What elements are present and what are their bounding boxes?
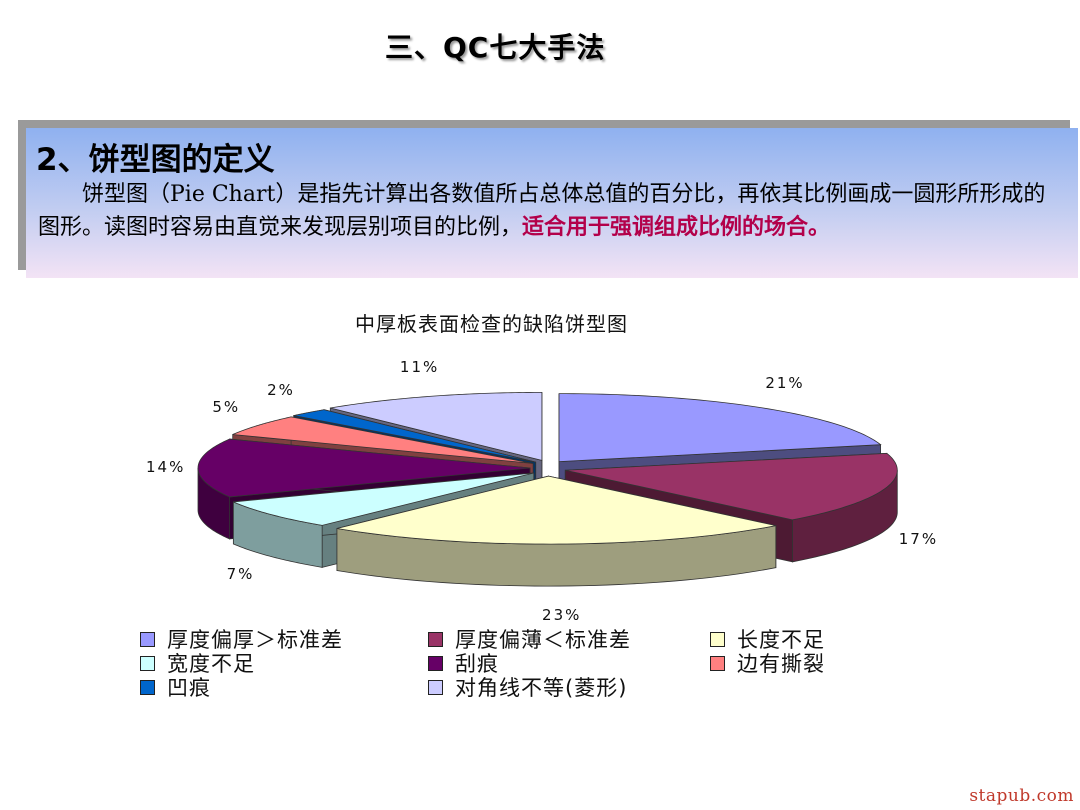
legend-swatch — [428, 655, 443, 671]
legend-item: 厚度偏厚＞标准差 — [140, 624, 343, 654]
legend-swatch — [428, 631, 443, 647]
watermark: stapub.com — [969, 786, 1074, 806]
legend-swatch — [710, 655, 725, 671]
pie-percent-label: 14% — [146, 458, 186, 476]
legend-item: 长度不足 — [710, 624, 825, 654]
legend-swatch — [140, 679, 155, 695]
chart-title: 中厚板表面检查的缺陷饼型图 — [355, 312, 628, 336]
legend-swatch — [428, 679, 443, 695]
legend-label: 厚度偏薄＜标准差 — [455, 628, 631, 652]
definition-highlight: 适合用于强调组成比例的场合。 — [522, 215, 831, 240]
definition-text: 饼型图（Pie Chart）是指先计算出各数值所占总体总值的百分比，再依其比例画… — [38, 182, 1046, 240]
definition-body: 饼型图（Pie Chart）是指先计算出各数值所占总体总值的百分比，再依其比例画… — [38, 178, 1048, 244]
pie-percent-label: 21% — [765, 374, 805, 393]
definition-heading: 2、饼型图的定义 — [36, 142, 275, 178]
legend-item: 边有撕裂 — [710, 648, 825, 678]
legend-label: 对角线不等(菱形) — [455, 676, 628, 700]
chart-legend: 厚度偏厚＞标准差 厚度偏薄＜标准差 长度不足宽度不足 刮痕 边有撕裂凹痕 对角线不等(菱形… — [140, 624, 900, 702]
legend-label: 边有撕裂 — [737, 652, 825, 676]
pie-percent-label: 11% — [399, 358, 440, 377]
legend-swatch — [710, 631, 725, 647]
legend-item: 宽度不足 — [140, 648, 255, 678]
legend-label: 厚度偏厚＞标准差 — [167, 628, 343, 652]
slide-title: 三、QC七大手法 — [385, 31, 606, 64]
legend-item: 刮痕 — [428, 648, 499, 678]
pie-slice — [336, 475, 777, 587]
legend-label: 凹痕 — [167, 676, 211, 700]
pie-percent-label: 7% — [226, 565, 255, 584]
pie-percent-label: 5% — [212, 398, 241, 417]
legend-swatch — [140, 631, 155, 647]
legend-label: 宽度不足 — [167, 652, 255, 676]
legend-item: 对角线不等(菱形) — [428, 672, 627, 702]
legend-label: 长度不足 — [737, 628, 825, 652]
pie-percent-label: 23% — [542, 606, 582, 625]
pie-percent-label: 2% — [267, 380, 295, 399]
legend-label: 刮痕 — [455, 652, 499, 676]
legend-item: 凹痕 — [140, 672, 211, 702]
legend-swatch — [140, 655, 155, 671]
pie-percent-label: 17% — [898, 529, 939, 548]
legend-item: 厚度偏薄＜标准差 — [428, 624, 631, 654]
definition-box: 2、饼型图的定义 饼型图（Pie Chart）是指先计算出各数值所占总体总值的百… — [26, 128, 1078, 278]
